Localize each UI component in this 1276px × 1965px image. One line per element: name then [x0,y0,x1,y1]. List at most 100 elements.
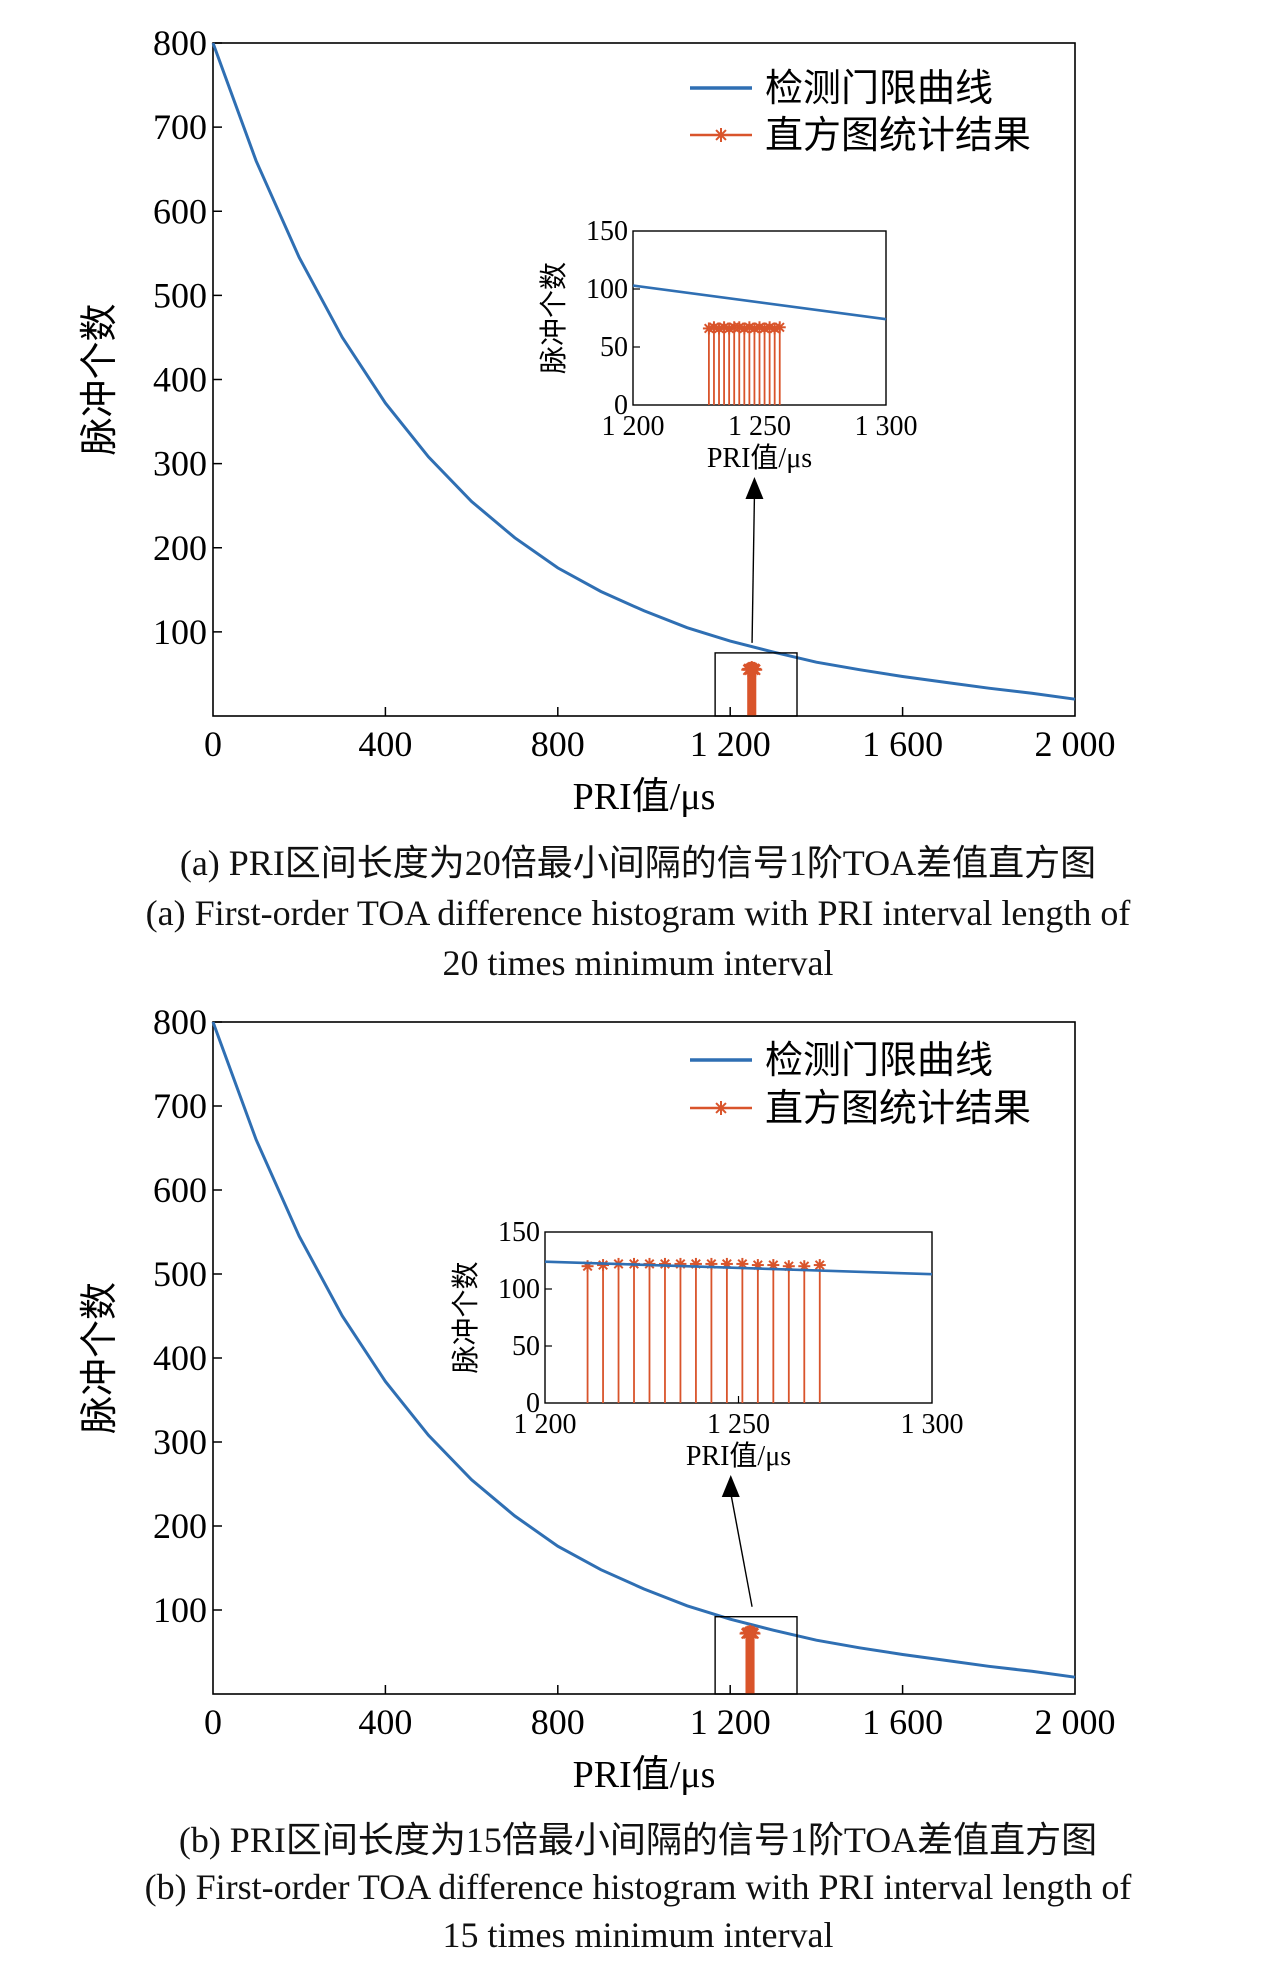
y-tick-label: 800 [153,23,207,63]
y-tick-label: 800 [153,1002,207,1042]
caption-b-zh: (b) PRI区间长度为15倍最小间隔的信号1阶TOA差值直方图 [178,1820,1098,1860]
inset-x-tick-label: 1 200 [514,1409,577,1440]
x-tick-label: 1 600 [862,724,943,764]
y-tick-label: 400 [153,1338,207,1378]
y-tick-label: 600 [153,191,207,231]
y-tick-label: 400 [153,360,207,400]
x-tick-label: 400 [358,724,412,764]
inset-y-tick-label: 50 [512,1331,540,1362]
legend-label-histogram: 直方图统计结果 [765,1088,1031,1130]
inset-histogram-marker-stroke [660,1258,670,1269]
inset-histogram-marker-stroke [814,1260,825,1271]
inset-y-tick-label: 100 [586,274,628,305]
caption-b-en-line1: (b) First-order TOA difference histogram… [144,1867,1132,1907]
legend-marker [714,128,728,142]
x-tick-label: 800 [531,1702,585,1742]
y-tick-label: 700 [153,1086,207,1126]
histogram-marker-stroke [747,1627,760,1640]
inset-histogram-marker-stroke [719,322,730,333]
inset-x-tick-label: 1 300 [855,411,918,442]
zoom-box [714,1616,798,1695]
x-tick-label: 1 600 [862,1702,943,1742]
caption-a-zh: (a) PRI区间长度为20倍最小间隔的信号1阶TOA差值直方图 [179,843,1097,883]
inset-x-tick-label: 1 250 [707,1409,770,1440]
histogram-stems [741,661,763,716]
y-tick-label: 200 [153,528,207,568]
inset-chart: 1 200 1 250 1 300 0 50 100 150 PRI值/μs 脉冲个数 [538,216,918,474]
inset-histogram-marker [597,1259,610,1272]
caption-a-en-line1: (a) First-order TOA difference histogram… [145,893,1131,933]
chart-b: 0 400 800 1 200 1 600 2 000100200300400500600… [79,1002,1116,1796]
legend-label-threshold: 检测门限曲线 [765,68,993,110]
legend-label-threshold: 检测门限曲线 [765,1040,993,1082]
inset-x-axis-label: PRI值/μs [686,1440,791,1472]
inset-histogram-marker [813,1259,826,1272]
zoom-box [714,652,798,717]
inset-x-tick-label: 1 200 [602,411,665,442]
zoom-arrow-head [745,477,764,499]
inset-y-axis-label: 脉冲个数 [538,262,570,374]
inset-y-tick-label: 0 [614,390,628,421]
chart-a: 0 400 800 1 200 1 600 2 000100200300400500600… [79,23,1116,818]
inset-histogram-marker-stroke [774,322,785,333]
inset-histogram-marker-stroke [734,322,745,333]
y-axis-label: 脉冲个数 [79,1282,121,1434]
y-tick-label: 300 [153,444,207,484]
x-tick-label: 800 [531,724,585,764]
y-axis-label: 脉冲个数 [79,303,121,455]
threshold-curve [211,1021,1076,1679]
inset-y-tick-label: 100 [498,1274,540,1305]
inset-x-axis-label: PRI值/μs [707,442,812,474]
x-tick-label: 2 000 [1035,724,1116,764]
inset-histogram-marker-stroke [598,1260,608,1271]
y-tick-label: 700 [153,107,207,147]
legend-marker [714,1101,728,1115]
inset-histogram-marker-stroke [744,322,755,333]
inset-histogram-marker [773,321,786,334]
histogram-marker [746,1626,761,1641]
x-axis-label: PRI值/μs [573,776,716,818]
legend-label-histogram: 直方图统计结果 [765,115,1031,157]
x-tick-label: 2 000 [1035,1702,1116,1742]
caption-a-en-line2: 20 times minimum interval [442,943,834,983]
inset-histogram-marker [658,1257,671,1270]
x-tick-label: 400 [358,1702,412,1742]
inset-y-tick-label: 50 [600,332,628,363]
zoom-arrow-head [721,1475,740,1497]
inset-y-tick-label: 0 [526,1388,540,1419]
y-tick-label: 500 [153,275,207,315]
histogram-stems [739,1624,761,1694]
x-axis-label: PRI值/μs [573,1754,716,1796]
y-tick-label: 100 [153,1590,207,1630]
inset-threshold-curve [544,1260,933,1276]
y-tick-label: 200 [153,1506,207,1546]
zoom-arrow-line [730,1492,753,1607]
legend-marker-stroke [715,1102,727,1114]
x-tick-label: 1 200 [690,1702,771,1742]
y-tick-label: 300 [153,1422,207,1462]
inset-y-tick-label: 150 [498,1217,540,1248]
y-tick-label: 100 [153,612,207,652]
inset-chart: 1 200 1 250 1 300 0 50 100 150 PRI值/μs 脉冲个数 [450,1217,964,1472]
histogram-marker [748,662,763,677]
inset-y-axis-label: 脉冲个数 [450,1261,482,1373]
x-tick-label: 0 [204,1702,222,1742]
zoom-arrow-line [751,494,756,643]
inset-histogram-marker-stroke [764,322,775,333]
inset-histogram-marker [689,1257,702,1270]
caption-b-en-line2: 15 times minimum interval [442,1915,834,1955]
legend-marker-stroke [715,129,727,141]
inset-histogram-marker-stroke [754,322,765,333]
inset-histogram-marker-stroke [709,322,719,333]
y-tick-label: 500 [153,1254,207,1294]
inset-x-tick-label: 1 300 [901,1409,964,1440]
inset-threshold-curve [632,284,887,321]
inset-x-tick-label: 1 250 [728,411,791,442]
x-tick-label: 0 [204,724,222,764]
y-tick-label: 600 [153,1170,207,1210]
x-tick-label: 1 200 [690,724,771,764]
histogram-marker-stroke [749,664,761,676]
threshold-curve [211,42,1076,701]
inset-histogram-marker [674,1257,687,1270]
inset-y-tick-label: 150 [586,216,628,247]
